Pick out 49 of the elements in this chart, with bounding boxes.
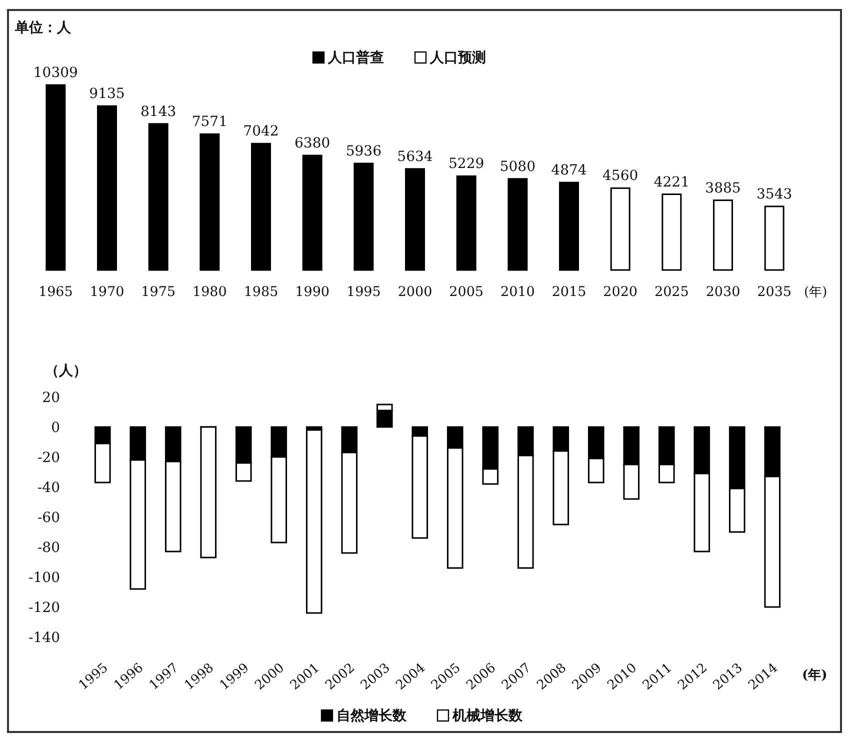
人口普查: 10309 9135 8143 7571 7042 6380 5936 5634 5229 5080 4874 <box>33 65 587 271</box>
data-label: 3885 <box>705 180 741 196</box>
x-tick-label: 1990 <box>295 284 330 300</box>
y-tick-label: -80 <box>37 540 60 556</box>
x-tick-label: 1965 <box>38 284 73 300</box>
legend-label: 人口普查 <box>327 49 384 66</box>
x-tick-label: 2000 <box>398 284 432 300</box>
legend-label: 人口预测 <box>429 50 486 66</box>
x-tick-label: 2030 <box>706 284 740 300</box>
x-tick-label: 1970 <box>90 284 124 300</box>
y-tick-label: -140 <box>28 630 60 646</box>
x-tick-label: 2035 <box>757 284 792 300</box>
y-tick-label: 20 <box>42 390 60 406</box>
x-tick-label: 2025 <box>654 284 689 300</box>
data-label: 5229 <box>448 156 484 172</box>
data-label: 7571 <box>192 114 228 130</box>
x-tick-label: 2010 <box>500 284 535 300</box>
y-tick-label: -100 <box>28 570 60 586</box>
人口预测: 4560 4221 3885 3543 <box>602 168 792 271</box>
y-tick-label: -40 <box>37 480 60 496</box>
legend-label: 自然增长数 <box>336 708 408 724</box>
data-label: 4874 <box>551 162 587 179</box>
x-tick-label: 2020 <box>603 284 638 300</box>
y-axis-title: （人） <box>45 363 87 379</box>
data-label: 8143 <box>140 104 176 120</box>
y-tick-label: -20 <box>37 450 60 466</box>
data-label: 7042 <box>243 124 279 140</box>
x-tick-label: 1995 <box>346 284 381 300</box>
x-tick-label: 2005 <box>449 284 484 300</box>
data-label: 6380 <box>294 136 330 152</box>
x-tick-label: 1985 <box>244 284 278 300</box>
x-axis-title: (年) <box>802 668 828 683</box>
data-label: 4221 <box>654 174 690 190</box>
data-label: 5936 <box>346 143 382 160</box>
y-tick-label: -120 <box>28 600 60 616</box>
legend-label: 机械增长数 <box>452 708 524 724</box>
x-tick-label: 2015 <box>552 284 586 300</box>
data-label: 5634 <box>397 148 433 165</box>
y-tick-label: -60 <box>37 510 60 526</box>
data-label: 10309 <box>33 65 78 81</box>
y-tick-label: 0 <box>51 420 60 436</box>
x-tick-label: 1975 <box>141 284 176 300</box>
data-label: 9135 <box>89 86 125 102</box>
text: 单位：人 <box>14 20 72 36</box>
x-axis-title: (年) <box>804 285 828 300</box>
data-label: 5080 <box>500 158 536 175</box>
data-label: 3543 <box>756 186 792 202</box>
x-tick-label: 1980 <box>192 284 227 300</box>
data-label: 4560 <box>602 168 638 184</box>
